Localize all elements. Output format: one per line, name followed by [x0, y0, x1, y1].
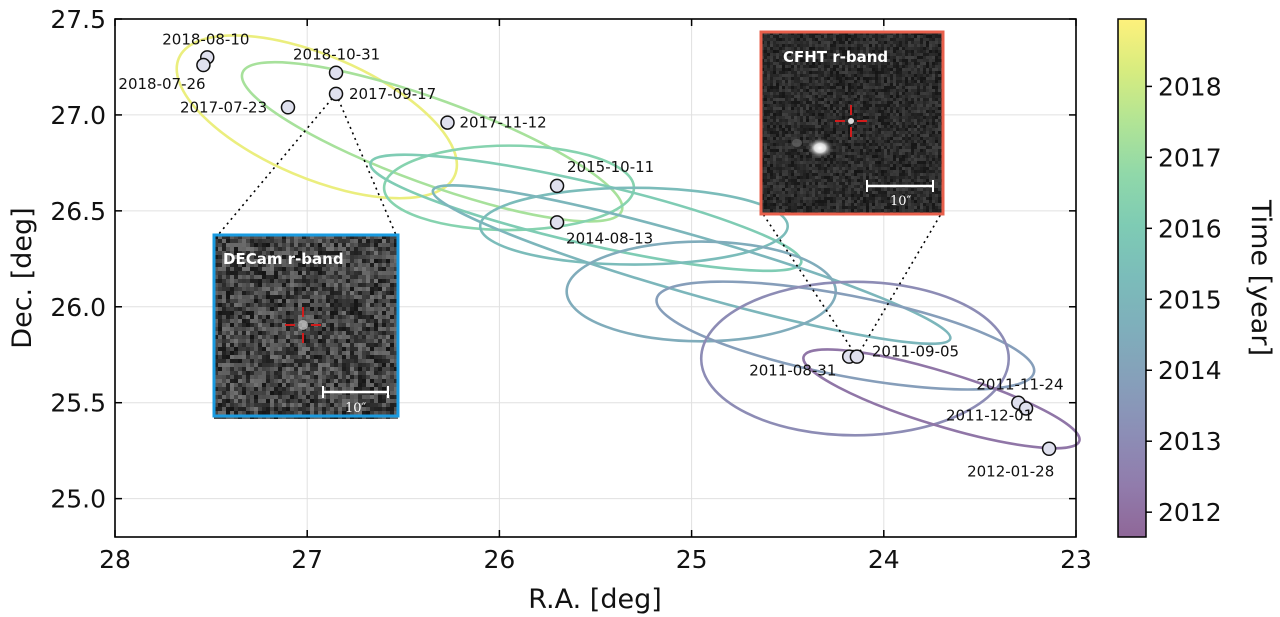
- data-point: [1041, 441, 1057, 456]
- decam-noise: [214, 235, 398, 419]
- y-tick-label: 25.0: [50, 485, 106, 514]
- cfht-border: [759, 30, 945, 216]
- date-label: 2018-08-10: [162, 30, 249, 48]
- cfht-faint-source: [792, 139, 802, 147]
- orbit-ellipse: [699, 280, 1011, 437]
- data-point: [549, 178, 565, 194]
- connector-line: [217, 93, 337, 236]
- data-point: [549, 215, 565, 230]
- date-label: 2011-09-05: [872, 343, 959, 361]
- decam-scale-label: 10″: [345, 401, 367, 416]
- connector-line: [335, 93, 397, 236]
- data-point: [1018, 401, 1034, 416]
- date-labels: 2018-08-10 2018-07-26 2018-10-31 2017-09-17…: [118, 30, 1063, 480]
- inset-connectors: [217, 93, 942, 358]
- y-tick-label: 26.5: [50, 197, 106, 226]
- cfht-noise: [761, 32, 944, 215]
- colorbar-tick-label: 2015: [1158, 285, 1222, 314]
- colorbar-tick-label: 2017: [1158, 143, 1222, 172]
- date-label: 2012-01-28: [967, 463, 1054, 481]
- orbit-ellipse: [240, 60, 624, 223]
- date-label: 2017-07-23: [180, 98, 267, 116]
- cfht-galaxy: [806, 137, 834, 159]
- colorbar-tick-label: 2016: [1158, 214, 1222, 243]
- date-label: 2011-08-31: [749, 362, 836, 380]
- decam-scale-bar: 10″: [322, 386, 389, 416]
- cfht-title: CFHT r-band: [783, 48, 888, 66]
- x-tick-label: 27: [291, 545, 323, 574]
- cfht-source: [848, 118, 854, 124]
- orbit-ellipse: [431, 184, 952, 346]
- connector-line: [762, 213, 858, 358]
- decam-inset: DECam r-band 10″: [212, 233, 400, 419]
- cfht-crosshair: [835, 105, 867, 137]
- data-point: [328, 65, 344, 80]
- x-axis-title: R.A. [deg]: [528, 584, 662, 615]
- colorbar-tick-label: 2018: [1158, 72, 1222, 101]
- orbit-ellipse: [655, 280, 1036, 391]
- y-tick-label: 27.5: [50, 5, 106, 34]
- colorbar: 2012 2013 2014 2015 2016 2017 2018 Time [year]: [1117, 18, 1276, 538]
- data-point: [849, 349, 865, 364]
- date-label: 2014-08-13: [566, 229, 653, 247]
- date-label: 2011-11-24: [976, 376, 1063, 394]
- x-tick-label: 28: [99, 545, 131, 574]
- colorbar-tick-label: 2012: [1158, 498, 1222, 527]
- x-tick-label: 23: [1060, 545, 1092, 574]
- colorbar-gradient: [1117, 18, 1147, 538]
- y-axis-title: Dec. [deg]: [7, 207, 38, 348]
- cfht-inset: CFHT r-band 10″: [759, 30, 945, 216]
- axis-ticks: 28 27 26 25 24 23 25.0 25.5 26.0 26.5 27.0 27.5: [50, 5, 1092, 574]
- plot-frame: [114, 18, 1077, 538]
- orbit-ellipse: [369, 153, 803, 273]
- colorbar-ticks: 2012 2013 2014 2015 2016 2017 2018: [1146, 72, 1222, 527]
- data-point: [196, 57, 211, 73]
- y-tick-label: 26.0: [50, 293, 106, 322]
- date-label: 2011-12-01: [946, 406, 1033, 424]
- orbit-ellipse: [478, 186, 789, 266]
- orbit-ellipse: [175, 34, 459, 200]
- date-label: 2017-09-17: [349, 85, 436, 103]
- decam-crosshair: [285, 307, 321, 343]
- colorbar-tick-label: 2013: [1158, 427, 1222, 456]
- date-label: 2018-10-31: [293, 46, 380, 64]
- decam-border: [212, 233, 400, 418]
- date-label: 2018-07-26: [118, 75, 205, 93]
- data-points: [196, 50, 1057, 456]
- x-tick-label: 25: [676, 545, 708, 574]
- x-tick-label: 26: [483, 545, 515, 574]
- orbit-ellipses: [175, 34, 1081, 450]
- orbit-ellipse: [565, 240, 838, 343]
- cfht-scale-label: 10″: [890, 194, 912, 209]
- decam-source: [298, 320, 308, 330]
- x-tick-label: 24: [868, 545, 900, 574]
- data-point: [280, 100, 296, 115]
- y-tick-label: 27.0: [50, 101, 106, 130]
- colorbar-tick-label: 2014: [1158, 356, 1222, 385]
- decam-title: DECam r-band: [223, 250, 344, 268]
- data-point: [440, 115, 455, 130]
- cfht-scale-bar: 10″: [866, 180, 934, 209]
- date-label: 2015-10-11: [567, 158, 654, 176]
- colorbar-title: Time [year]: [1245, 199, 1276, 356]
- date-label: 2017-11-12: [460, 114, 547, 132]
- orbit-ellipse: [802, 348, 1081, 450]
- data-point: [328, 86, 344, 102]
- y-tick-label: 25.5: [50, 389, 106, 418]
- connector-line: [856, 213, 942, 358]
